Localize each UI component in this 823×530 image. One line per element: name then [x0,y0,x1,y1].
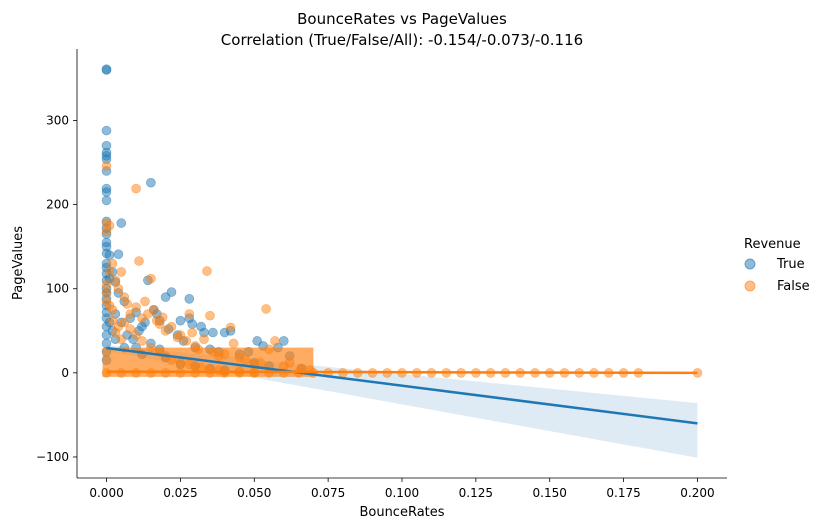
point-false [225,322,236,333]
point-false [157,312,168,323]
point-false [131,183,141,194]
point-false [166,321,177,332]
x-tick-label: 0.000 [89,486,123,500]
point-false [104,220,115,231]
x-tick-label: 0.150 [533,486,567,500]
point-false [116,334,127,345]
point-true [175,315,186,326]
legend-label-false: False [777,279,810,294]
point-false [146,342,156,353]
legend-title: Revenue [744,237,801,252]
point-false [101,288,112,298]
point-false [110,327,121,338]
plot-area [101,64,703,458]
point-false [187,327,197,338]
point-true [187,319,197,329]
point-false [175,357,186,368]
point-true [101,187,112,197]
point-false [116,267,127,277]
point-false [149,304,159,315]
point-true [166,287,177,297]
point-false [125,309,135,319]
point-true [184,293,195,304]
point-false [107,304,118,315]
regression-line-true [106,346,698,425]
point-false [101,279,112,290]
point-false [134,256,144,266]
point-true [146,177,156,188]
point-true [101,65,112,75]
point-false [131,302,141,313]
point-false [140,296,150,307]
x-tick-label: 0.125 [459,486,493,500]
y-axis-label: PageValues [11,226,26,300]
chart-title: BounceRates vs PageValues [297,10,507,28]
point-false [175,330,186,340]
point-true [101,195,112,206]
point-true [101,338,112,349]
legend-marker-false [744,280,756,292]
legend-label-true: True [776,257,805,272]
regression-line-false [106,370,698,375]
point-false [261,304,271,314]
legend-item-true: True [744,257,805,272]
y-tick-label: 200 [46,198,69,212]
x-tick-label: 0.200 [680,486,714,500]
point-false [228,338,239,349]
y-tick-label: 100 [46,282,69,296]
point-true [208,327,218,338]
x-tick-label: 0.050 [237,486,271,500]
point-false [131,330,141,340]
y-tick-label: 0 [61,366,69,380]
point-false [125,324,135,334]
point-false [184,309,195,319]
point-false [137,336,147,346]
point-false [270,336,280,346]
point-true [101,125,112,136]
point-false [199,334,209,345]
point-false [284,357,295,368]
point-false [122,299,132,309]
x-tick-label: 0.100 [385,486,419,500]
x-tick-label: 0.175 [606,486,640,500]
y-tick-label: −100 [36,450,69,464]
point-false [101,161,112,171]
y-ticks: −100 0 100 200 300 [36,114,77,464]
point-true [278,336,289,346]
point-false [193,344,203,355]
chart-subtitle: Correlation (True/False/All): -0.154/-0.… [221,31,583,49]
y-tick-label: 300 [46,114,69,128]
point-false [113,283,124,294]
point-false [255,357,266,368]
x-tick-label: 0.075 [311,486,345,500]
legend: Revenue True False [744,237,810,294]
point-false [202,266,212,276]
point-false [264,344,274,355]
point-false [146,273,156,284]
point-false [110,275,121,286]
legend-item-false: False [744,279,810,294]
x-ticks: 0.000 0.025 0.050 0.075 0.100 0.125 0.150 0.175… [89,478,715,500]
point-false [104,267,115,277]
point-false [181,336,192,346]
point-true [116,218,127,228]
point-false [107,258,118,269]
x-axis-label: BounceRates [359,505,444,520]
point-false [205,310,215,321]
point-false [219,349,230,360]
point-true [113,249,124,259]
x-tick-label: 0.025 [163,486,197,500]
legend-marker-true [744,258,756,270]
point-false [107,315,118,326]
point-false [240,355,251,366]
point-true [104,250,115,260]
